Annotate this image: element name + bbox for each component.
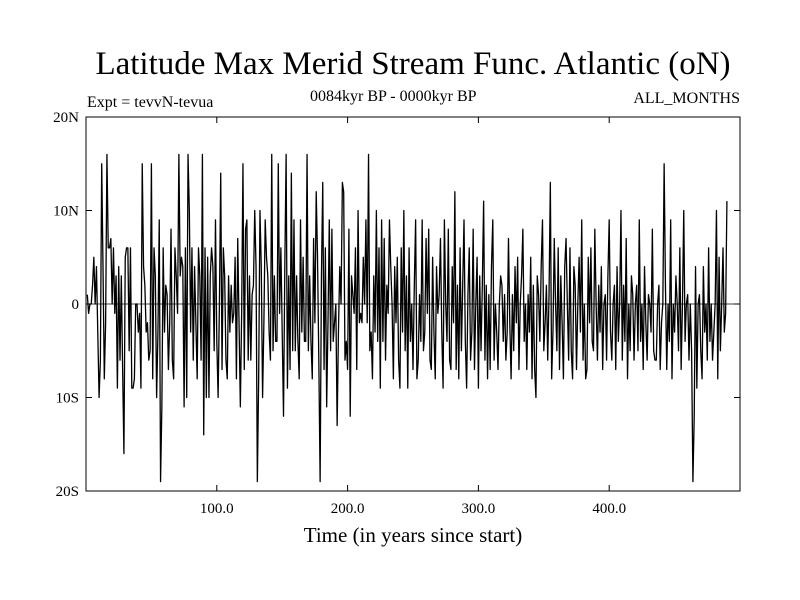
series-group <box>86 153 728 483</box>
months-label: ALL_MONTHS <box>633 90 740 107</box>
series-line-tevvN-tevua <box>86 153 728 483</box>
x-tick-label: 300.0 <box>462 501 496 517</box>
y-tick-label: 10S <box>56 391 79 407</box>
x-axis-label: Time (in years since start) <box>304 523 523 547</box>
y-tick-label: 20N <box>53 110 79 126</box>
plot-frame <box>85 116 741 492</box>
labels-group: 20N 10N 0 10S 20S 100.0 200.0 300.0 400.0 <box>53 110 626 517</box>
chart-title: Latitude Max Merid Stream Func. Atlantic… <box>95 46 731 82</box>
x-tick-label: 100.0 <box>200 501 234 517</box>
period-label: 0084kyr BP - 0000kyr BP <box>310 88 477 105</box>
x-tick-label: 400.0 <box>592 501 626 517</box>
experiment-label: Expt = tevvN-tevua <box>87 94 214 111</box>
y-tick-label: 20S <box>56 484 79 500</box>
y-tick-label: 0 <box>72 297 80 313</box>
x-tick-label: 200.0 <box>331 501 365 517</box>
y-tick-label: 10N <box>53 204 79 220</box>
